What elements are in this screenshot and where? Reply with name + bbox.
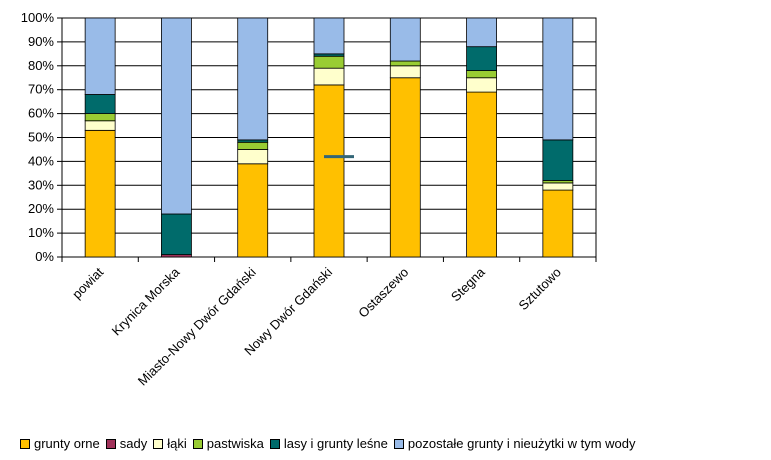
bar-segment bbox=[237, 17, 269, 141]
y-tick-label: 40% bbox=[28, 153, 54, 168]
legend-item: pozostałe grunty i nieużytki w tym wody bbox=[393, 436, 636, 451]
bar-segment bbox=[84, 113, 116, 122]
bar-segment bbox=[313, 84, 345, 258]
legend-swatch bbox=[105, 438, 116, 449]
bar-segment bbox=[389, 17, 421, 62]
legend-swatch bbox=[192, 438, 203, 449]
y-tick-label: 20% bbox=[28, 201, 54, 216]
y-tick-label: 50% bbox=[28, 130, 54, 145]
y-tick-label: 30% bbox=[28, 177, 54, 192]
y-tick-label: 90% bbox=[28, 34, 54, 49]
x-tick-label: Ostaszewo bbox=[355, 265, 411, 321]
bar-segment bbox=[466, 77, 497, 93]
bar-segment bbox=[466, 70, 497, 79]
legend-item: sady bbox=[105, 436, 148, 451]
y-tick-label: 100% bbox=[21, 10, 55, 25]
y-tick-label: 70% bbox=[28, 82, 54, 97]
x-tick-label: Sztutowo bbox=[516, 265, 564, 313]
bar-segment bbox=[237, 141, 269, 150]
x-tick-label: Krynica Morska bbox=[109, 264, 183, 338]
x-tick-label: powiat bbox=[69, 264, 106, 301]
bar-segment bbox=[84, 129, 116, 258]
bar-segment bbox=[313, 17, 345, 55]
legend-swatch bbox=[153, 438, 164, 449]
bar-segment bbox=[466, 17, 497, 48]
bar-segment bbox=[389, 60, 421, 67]
bar-segment bbox=[542, 17, 574, 141]
legend-label: pozostałe grunty i nieużytki w tym wody bbox=[407, 436, 636, 451]
bar-segment bbox=[84, 94, 116, 115]
legend-label: lasy i grunty leśne bbox=[283, 436, 388, 451]
y-tick-label: 0% bbox=[35, 249, 54, 264]
bar-segment bbox=[313, 67, 345, 86]
bar-segment bbox=[466, 91, 497, 258]
y-tick-label: 80% bbox=[28, 58, 54, 73]
legend-label: łąki bbox=[167, 436, 187, 451]
x-tick-label: Stegna bbox=[448, 264, 488, 304]
bar-segment bbox=[84, 120, 116, 131]
legend-label: grunty orne bbox=[34, 436, 100, 451]
bar-segment bbox=[389, 65, 421, 79]
bar-segment bbox=[466, 46, 497, 71]
bar-segment bbox=[161, 213, 192, 256]
legend-swatch bbox=[393, 438, 404, 449]
bar-segment bbox=[542, 139, 574, 181]
legend-item: grunty orne bbox=[20, 436, 100, 451]
y-tick-label: 60% bbox=[28, 106, 54, 121]
legend-item: lasy i grunty leśne bbox=[269, 436, 388, 451]
legend-swatch bbox=[269, 438, 280, 449]
legend-item: pastwiska bbox=[192, 436, 264, 451]
bar-segment bbox=[542, 189, 574, 258]
legend-item: łąki bbox=[153, 436, 187, 451]
bar-segment bbox=[84, 17, 116, 95]
bar-segment bbox=[542, 182, 574, 191]
y-tick-label: 10% bbox=[28, 225, 54, 240]
bar-segment bbox=[313, 55, 345, 69]
legend-label: pastwiska bbox=[206, 436, 264, 451]
bar-segment bbox=[237, 149, 269, 165]
legend-label: sady bbox=[119, 436, 148, 451]
bar-segment bbox=[161, 17, 192, 215]
legend: grunty orne sady łąki pastwiska lasy i grunt… bbox=[20, 436, 770, 451]
bar-segment bbox=[389, 77, 421, 258]
legend-swatch bbox=[20, 438, 30, 449]
bar-segment bbox=[237, 163, 269, 258]
